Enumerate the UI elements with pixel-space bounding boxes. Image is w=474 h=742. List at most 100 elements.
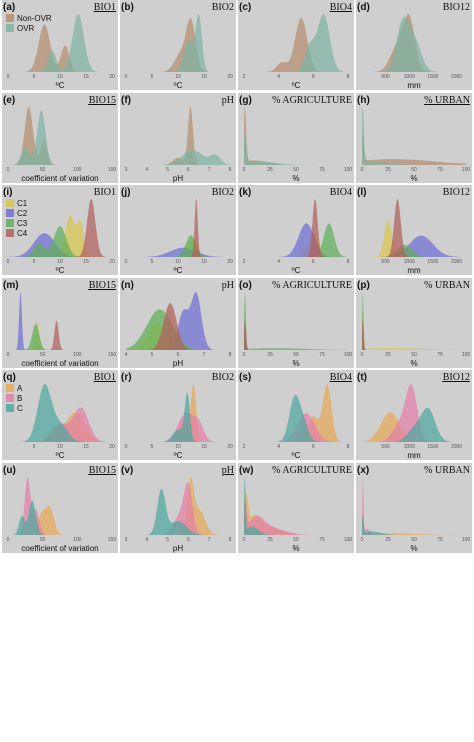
panel-f: 3 4 5 6 7 8 pH (f) pH xyxy=(120,93,236,183)
density-series-3 xyxy=(244,223,348,257)
panel-background xyxy=(238,463,354,553)
panel-background xyxy=(238,185,354,275)
x-tick-label: 10 xyxy=(57,444,63,450)
x-tick-label: 25 xyxy=(267,167,273,173)
density-series-2 xyxy=(126,247,230,257)
panel-letter: (c) xyxy=(239,2,251,13)
legend-label: C1 xyxy=(17,199,28,208)
x-tick-label: 100 xyxy=(462,167,471,173)
density-series-2 xyxy=(244,134,348,165)
x-tick-label: 15 xyxy=(201,259,207,265)
x-tick-label: 8 xyxy=(229,537,232,543)
x-tick-label: 6 xyxy=(312,74,315,80)
panel-letter: (a) xyxy=(3,2,15,13)
panel-g: 0 25 50 75 100% (g) % AGRICULTURE xyxy=(238,93,354,183)
density-series-3 xyxy=(244,394,348,442)
panel-title: pH xyxy=(222,95,234,106)
panel-h: 0 25 50 75 100% (h) % URBAN xyxy=(356,93,472,183)
x-tick-label: 1500 xyxy=(427,444,438,450)
density-series-2 xyxy=(8,110,112,165)
density-series-1 xyxy=(8,107,112,165)
legend-label: A xyxy=(17,384,23,393)
x-tick-label: 100 xyxy=(73,352,82,358)
x-tick-label: 7 xyxy=(208,167,211,173)
panel-background xyxy=(356,278,472,368)
density-series-1 xyxy=(244,384,348,442)
x-tick-label: 4 xyxy=(277,444,280,450)
x-tick-label: 2 xyxy=(243,74,246,80)
panel-title: BIO15 xyxy=(89,95,116,106)
legend-3: ABC xyxy=(6,384,23,413)
density-series-2 xyxy=(244,502,348,535)
x-tick-label: 20 xyxy=(227,74,233,80)
legend-swatch xyxy=(6,384,14,392)
panel-title: BIO1 xyxy=(94,2,116,13)
x-tick-label: 75 xyxy=(437,537,443,543)
x-axis-label: coefficient of variation xyxy=(21,359,98,368)
panel-title: BIO1 xyxy=(94,372,116,383)
panel-letter: (u) xyxy=(3,465,16,476)
density-series-3 xyxy=(126,309,230,350)
x-tick-label: 15 xyxy=(83,74,89,80)
x-tick-label: 20 xyxy=(109,444,115,450)
x-tick-label: 15 xyxy=(83,259,89,265)
x-tick-label: 50 xyxy=(293,167,299,173)
x-axis-label: coefficient of variation xyxy=(21,174,98,183)
legend-label: C4 xyxy=(17,229,28,238)
legend-swatch xyxy=(6,199,14,207)
panel-v: 3 4 5 6 7 8 pH (v) pH xyxy=(120,463,236,553)
panel-r: 0 5 10 15 20 ºC (r) BIO2 xyxy=(120,370,236,460)
panel-a: 0 5 10 15 20 ºC (a) BIO1 xyxy=(2,0,118,90)
panel-e: 0 50 100 150 coefficient of variation (e) BIO1… xyxy=(2,93,118,183)
x-axis-label: % xyxy=(292,359,299,368)
x-tick-label: 50 xyxy=(411,352,417,358)
panel-letter: (l) xyxy=(357,187,366,198)
panel-background xyxy=(2,370,118,460)
panel-title: BIO1 xyxy=(94,187,116,198)
density-series-1 xyxy=(362,134,466,165)
density-series-2 xyxy=(126,292,230,350)
x-tick-label: 5 xyxy=(33,259,36,265)
x-tick-label: 100 xyxy=(462,537,471,543)
x-axis-label: ºC xyxy=(292,451,301,460)
density-series-1 xyxy=(126,477,230,535)
x-tick-label: 0 xyxy=(125,444,128,450)
x-tick-label: 1500 xyxy=(427,259,438,265)
panel-letter: (r) xyxy=(121,372,132,383)
panel-background xyxy=(120,185,236,275)
x-tick-label: 0 xyxy=(125,259,128,265)
x-tick-label: 5 xyxy=(33,444,36,450)
panel-title: pH xyxy=(222,280,234,291)
panel-letter: (f) xyxy=(121,95,131,106)
x-tick-label: 100 xyxy=(344,167,353,173)
x-tick-label: 150 xyxy=(108,167,117,173)
x-tick-label: 5 xyxy=(151,444,154,450)
x-tick-label: 5 xyxy=(151,74,154,80)
panel-l: 500 1000 1500 2000 mm (l) BIO12 xyxy=(356,185,472,275)
x-tick-label: 0 xyxy=(7,352,10,358)
x-tick-label: 25 xyxy=(385,167,391,173)
panel-q: 5 10 15 20 ºC (q) BIO1 xyxy=(2,370,118,460)
density-series-1 xyxy=(362,220,466,257)
x-tick-label: 100 xyxy=(462,352,471,358)
panel-title: BIO4 xyxy=(330,372,352,383)
panel-background xyxy=(2,0,118,90)
x-axis-label: % xyxy=(410,544,417,553)
density-series-2 xyxy=(126,149,230,165)
panel-background xyxy=(120,93,236,183)
x-tick-label: 5 xyxy=(166,537,169,543)
panel-d: 500 1000 1500 2000 mm (d) BIO12 xyxy=(356,0,472,90)
x-tick-label: 100 xyxy=(73,167,82,173)
panel-p: 0 25 50 75 100% (p) % URBAN xyxy=(356,278,472,368)
legend-swatch xyxy=(6,229,14,237)
panel-letter: (j) xyxy=(121,187,130,198)
legend-label: C xyxy=(17,404,23,413)
x-tick-label: 4 xyxy=(125,352,128,358)
x-tick-label: 2 xyxy=(243,444,246,450)
panel-letter: (d) xyxy=(357,2,370,13)
panel-t: 500 1000 1500 2000 mm (t) BIO12 xyxy=(356,370,472,460)
x-tick-label: 5 xyxy=(151,259,154,265)
x-tick-label: 6 xyxy=(187,167,190,173)
x-tick-label: 3 xyxy=(125,167,128,173)
x-axis-label: ºC xyxy=(174,451,183,460)
